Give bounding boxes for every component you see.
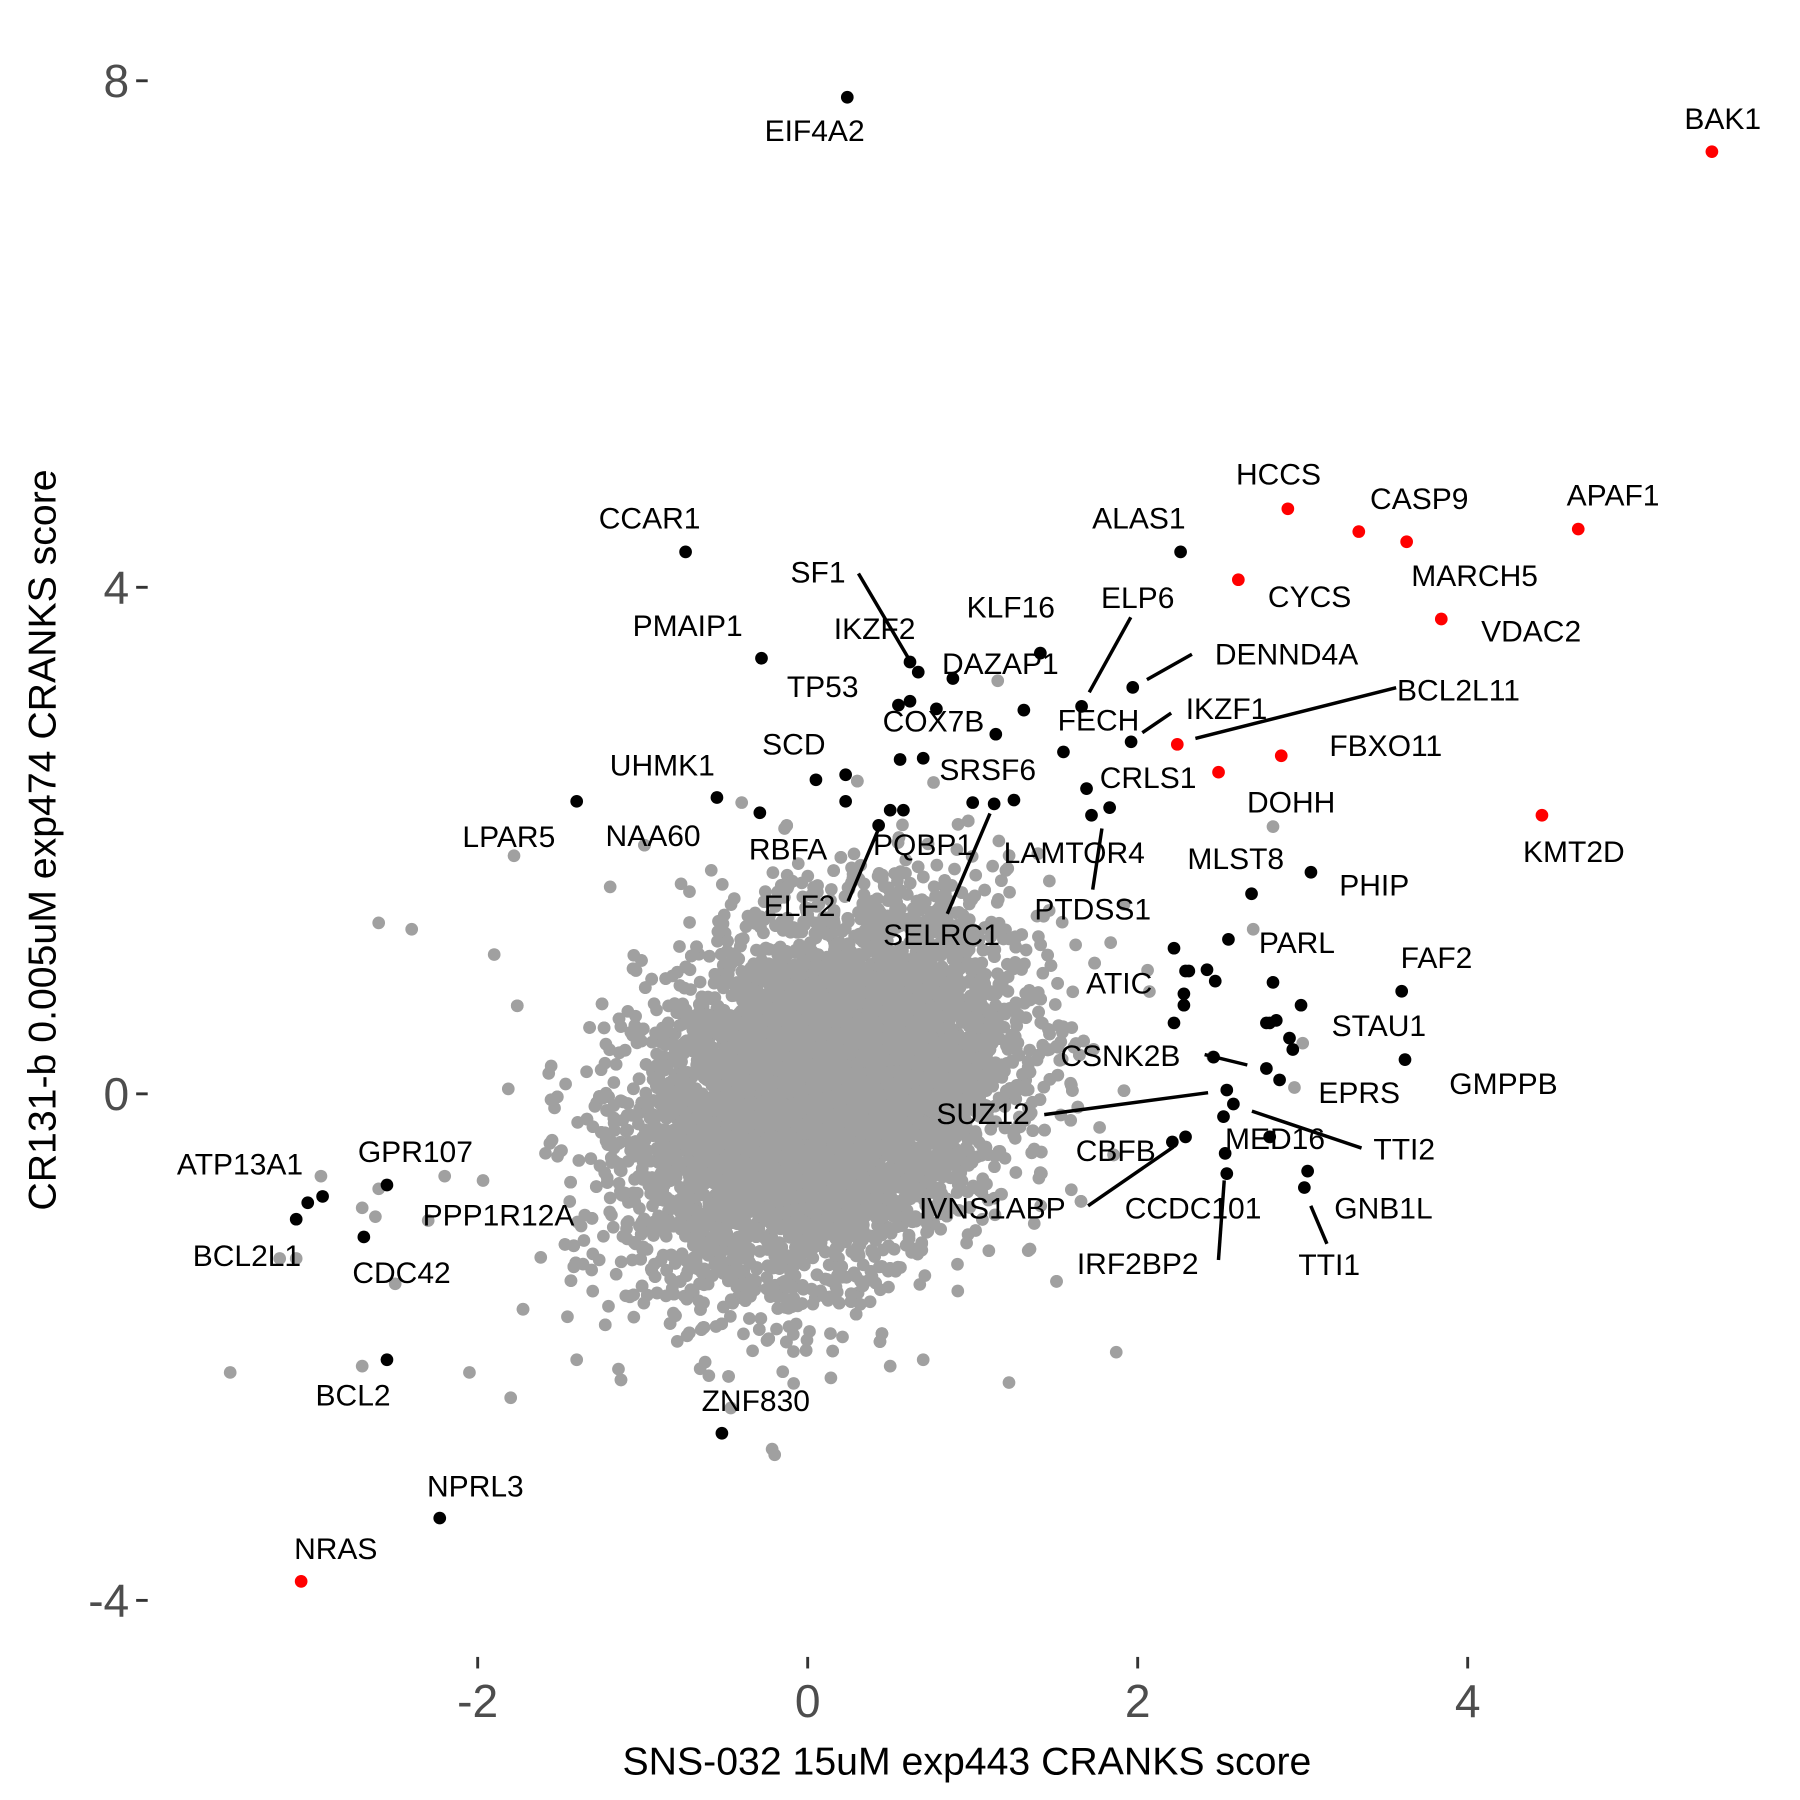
background-point (836, 1330, 849, 1344)
background-point (847, 847, 861, 861)
background-point (580, 1065, 593, 1079)
background-point (1064, 1183, 1078, 1197)
background-point (606, 1220, 620, 1234)
background-point (921, 837, 935, 851)
background-point (572, 1154, 586, 1167)
background-point (614, 1255, 628, 1269)
background-point (1003, 885, 1016, 899)
background-point (715, 1244, 729, 1258)
background-point (824, 883, 838, 896)
background-point (476, 1174, 490, 1187)
background-point (787, 1377, 800, 1390)
background-point (766, 866, 780, 879)
background-point (821, 1294, 835, 1307)
background-point (887, 1242, 901, 1256)
background-point (724, 1401, 738, 1415)
background-point (704, 863, 718, 877)
background-point (584, 1152, 598, 1165)
background-point (1104, 936, 1118, 949)
background-point (760, 1271, 774, 1284)
background-point (896, 818, 909, 832)
background-point (739, 920, 753, 933)
background-point (673, 940, 686, 953)
background-point (670, 1335, 684, 1348)
background-point (1019, 943, 1033, 957)
background-point (829, 1280, 843, 1294)
background-point (1143, 985, 1156, 998)
background-point (702, 1369, 716, 1383)
background-point (561, 1310, 574, 1324)
background-point (683, 885, 696, 898)
background-point (776, 1365, 790, 1379)
background-point (1087, 1042, 1100, 1056)
background-point (723, 1310, 737, 1323)
background-point (1141, 963, 1154, 977)
background-points (223, 674, 1310, 1462)
background-point (950, 1186, 964, 1199)
background-point (621, 1004, 635, 1018)
background-point (711, 934, 724, 948)
background-point (501, 1082, 515, 1096)
background-point (746, 1344, 759, 1358)
background-point (597, 1229, 610, 1243)
background-point (1009, 1166, 1023, 1179)
background-point (863, 1295, 877, 1309)
background-point (988, 1208, 1002, 1222)
background-point (824, 1371, 838, 1385)
background-point (927, 776, 940, 789)
background-point (715, 878, 729, 891)
background-point (609, 1057, 623, 1071)
background-point (965, 893, 979, 907)
background-point (969, 868, 983, 882)
background-point (988, 1160, 1001, 1174)
background-point (1055, 915, 1069, 929)
background-point (693, 975, 707, 989)
background-point (982, 1244, 996, 1258)
background-point (612, 1362, 625, 1376)
background-point (627, 1310, 641, 1324)
background-point (602, 1299, 615, 1313)
background-point (824, 893, 837, 907)
background-point (548, 1101, 561, 1115)
background-point (586, 1247, 600, 1261)
background-point (683, 916, 696, 929)
background-point (1043, 874, 1056, 888)
background-point (586, 1284, 600, 1298)
background-point (559, 1077, 572, 1091)
background-point (998, 1121, 1012, 1135)
background-point (791, 857, 805, 870)
background-point (770, 1322, 783, 1336)
background-point (975, 956, 989, 970)
background-point (806, 1297, 820, 1311)
background-point (577, 1234, 591, 1247)
background-point (952, 1203, 966, 1217)
background-point (913, 1278, 927, 1291)
background-point (903, 876, 917, 890)
background-point (1034, 1199, 1048, 1213)
background-point (1036, 966, 1050, 980)
background-point (986, 859, 999, 873)
